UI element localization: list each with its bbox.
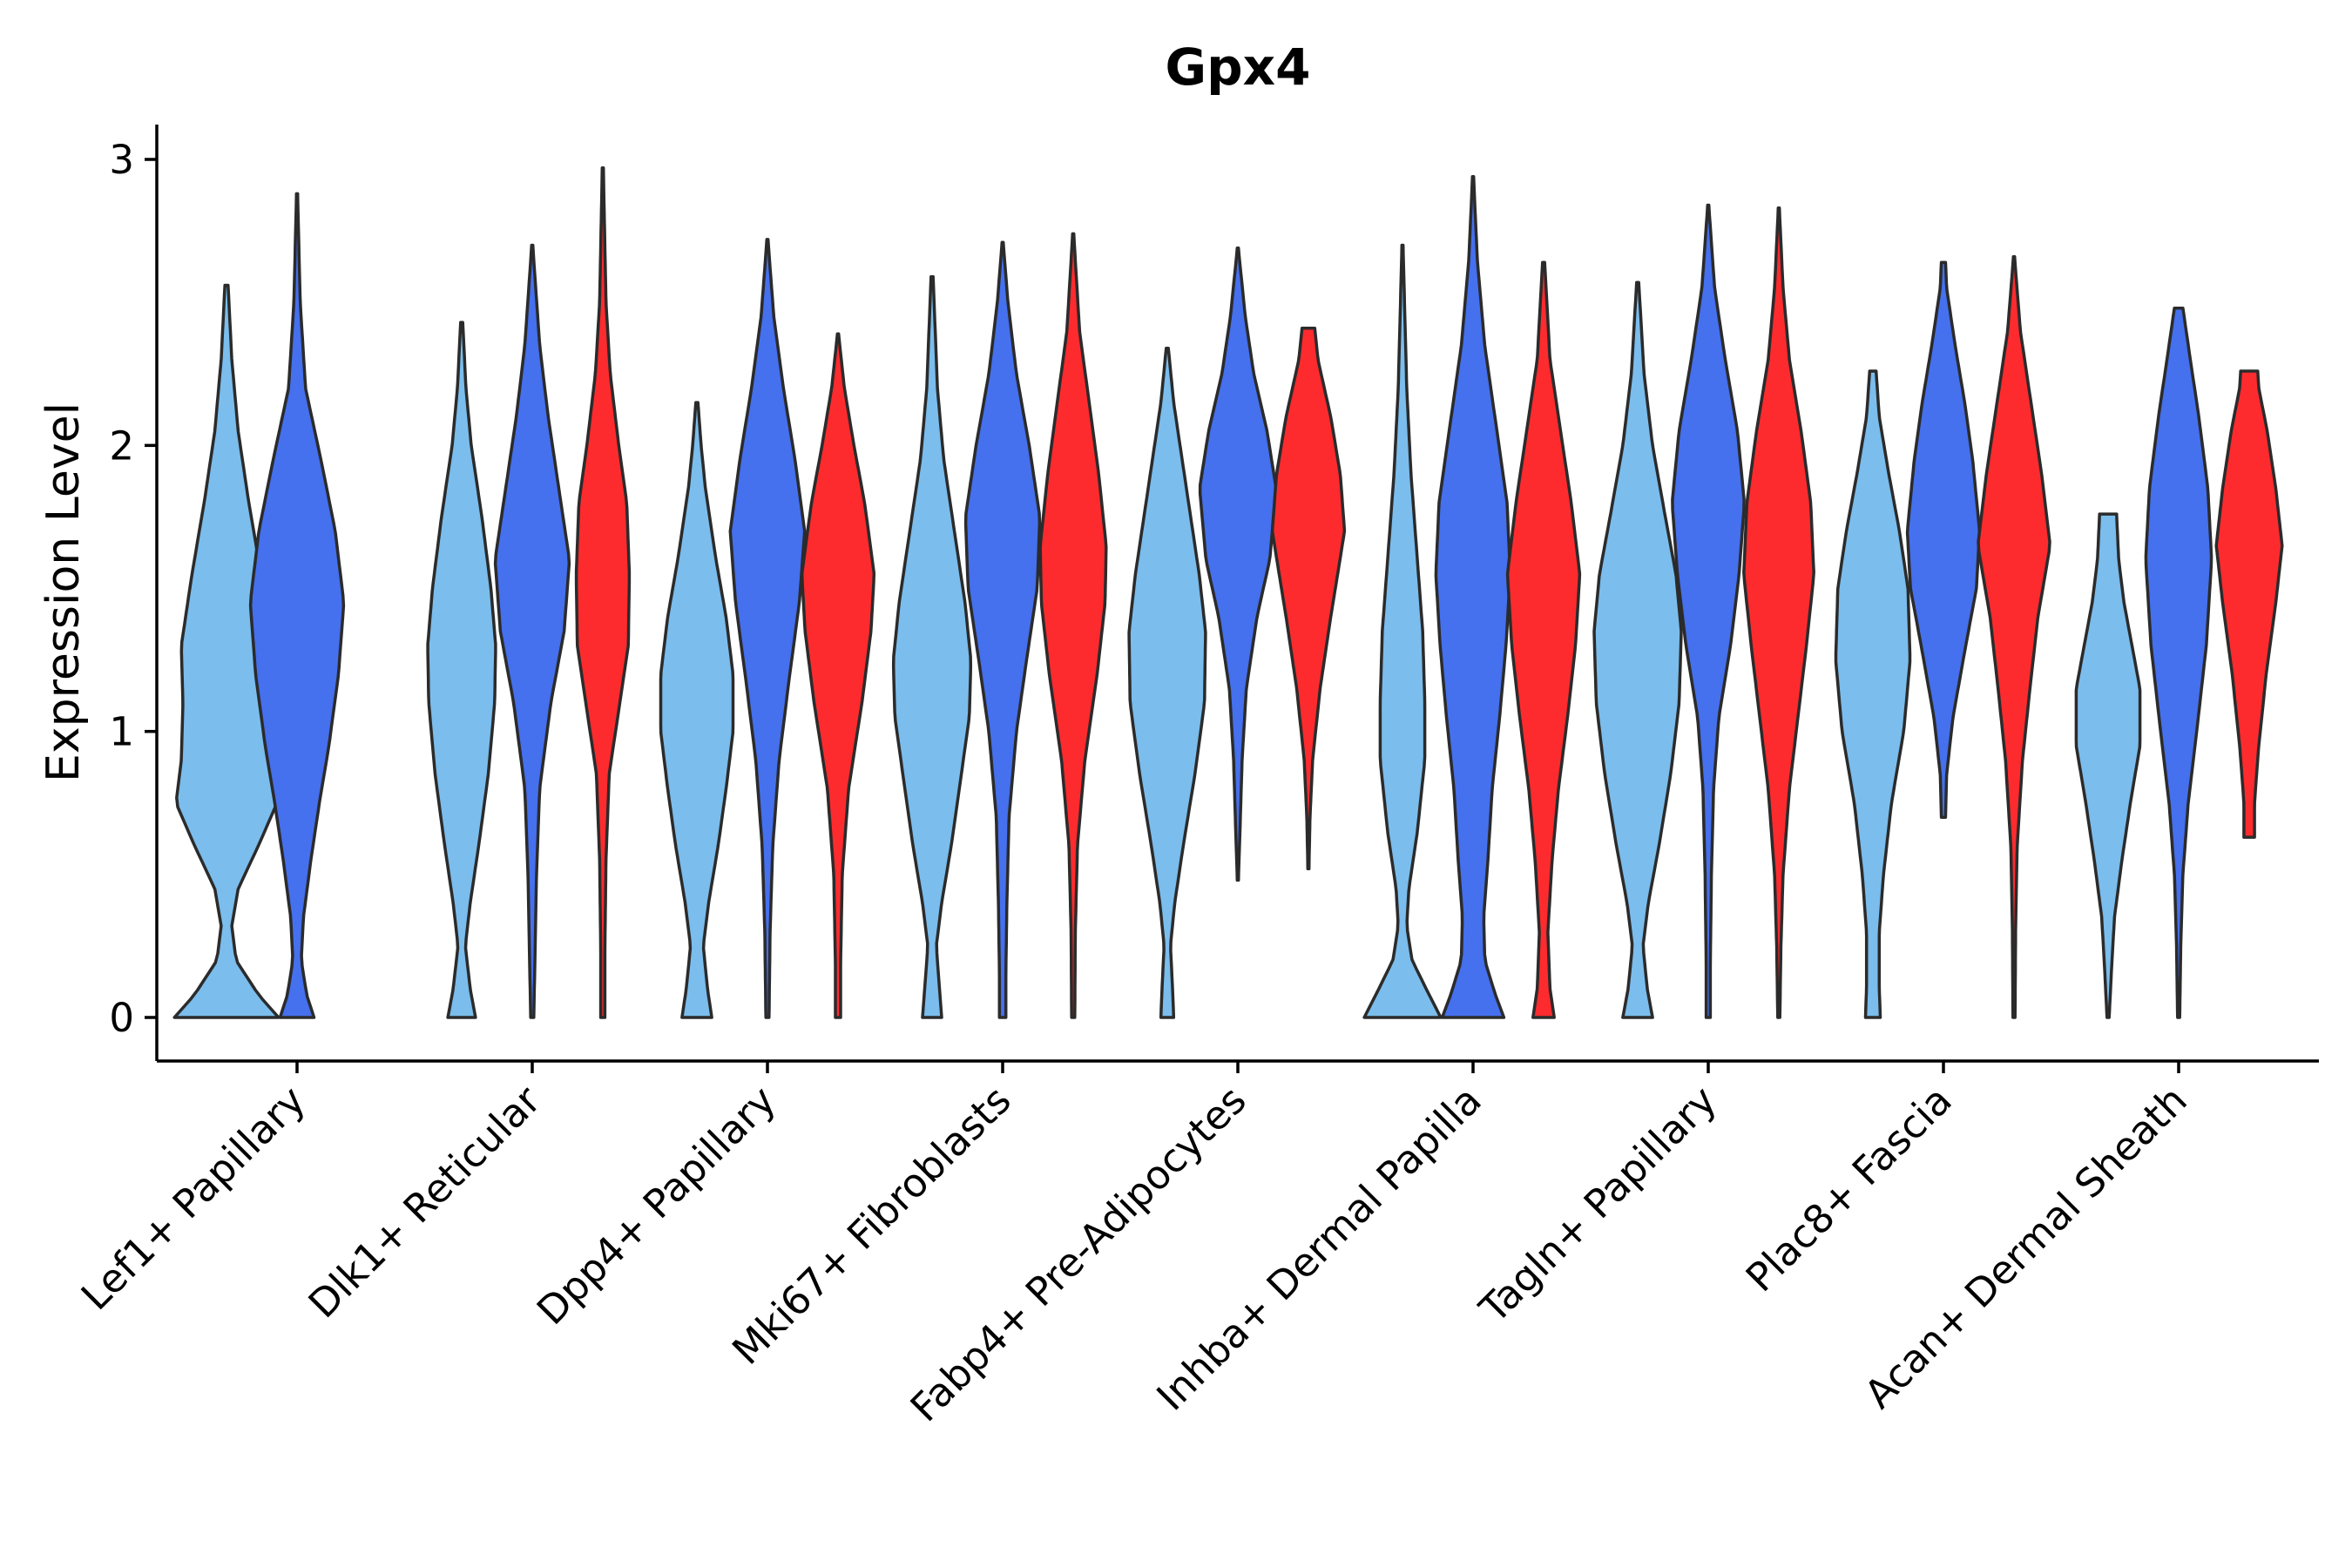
violin-group-3-7: [1742, 206, 1815, 1019]
violin-group-1-2: [426, 321, 497, 1019]
y-ticks: 0 1 2 3: [109, 137, 157, 1041]
violin-group-2-8: [1905, 260, 1982, 819]
violin-group-1-9: [2074, 512, 2142, 1019]
violin-group-1-4: [891, 274, 973, 1019]
violin-group-3-2: [574, 166, 632, 1019]
chart-title: Gpx4: [1166, 37, 1311, 97]
violin-group-3-3: [800, 332, 876, 1019]
x-tick-label: Plac8+ Fascia: [1737, 1077, 1961, 1301]
violin-group-2-2: [493, 243, 571, 1019]
violin-group-2-9: [2144, 306, 2213, 1019]
violin-group-3-6: [1505, 260, 1582, 1019]
y-tick-label: 1: [109, 709, 134, 755]
violin-group-1-3: [659, 401, 735, 1019]
violin-group-2-4: [963, 240, 1042, 1019]
violin-group-2-7: [1671, 203, 1746, 1019]
x-tick-label: Dlk1+ Reticular: [300, 1077, 550, 1327]
violin-group-1-8: [1834, 369, 1912, 1019]
violin-layer: [172, 166, 2284, 1019]
violin-group-3-4: [1038, 232, 1108, 1019]
x-tick-label: Tagln+ Papillary: [1470, 1077, 1726, 1332]
violin-group-1-6: [1362, 243, 1443, 1019]
y-tick-label: 0: [109, 995, 134, 1041]
violin-group-1-7: [1592, 280, 1683, 1019]
y-axis-title: Expression Level: [37, 402, 90, 782]
violin-group-3-5: [1270, 326, 1347, 871]
y-tick-label: 2: [109, 422, 134, 469]
violin-group-3-9: [2214, 369, 2284, 839]
violin-group-3-8: [1977, 254, 2051, 1019]
violin-group-2-5: [1198, 247, 1278, 882]
violin-group-1-5: [1127, 346, 1207, 1019]
violin-group-2-3: [728, 238, 807, 1019]
x-tick-label: Lef1+ Papillary: [72, 1077, 314, 1319]
x-tick-label: Dpp4+ Papillary: [528, 1077, 785, 1334]
violin-group-2-1: [248, 192, 346, 1019]
violin-group-2-6: [1434, 174, 1512, 1019]
y-tick-label: 3: [109, 137, 134, 183]
